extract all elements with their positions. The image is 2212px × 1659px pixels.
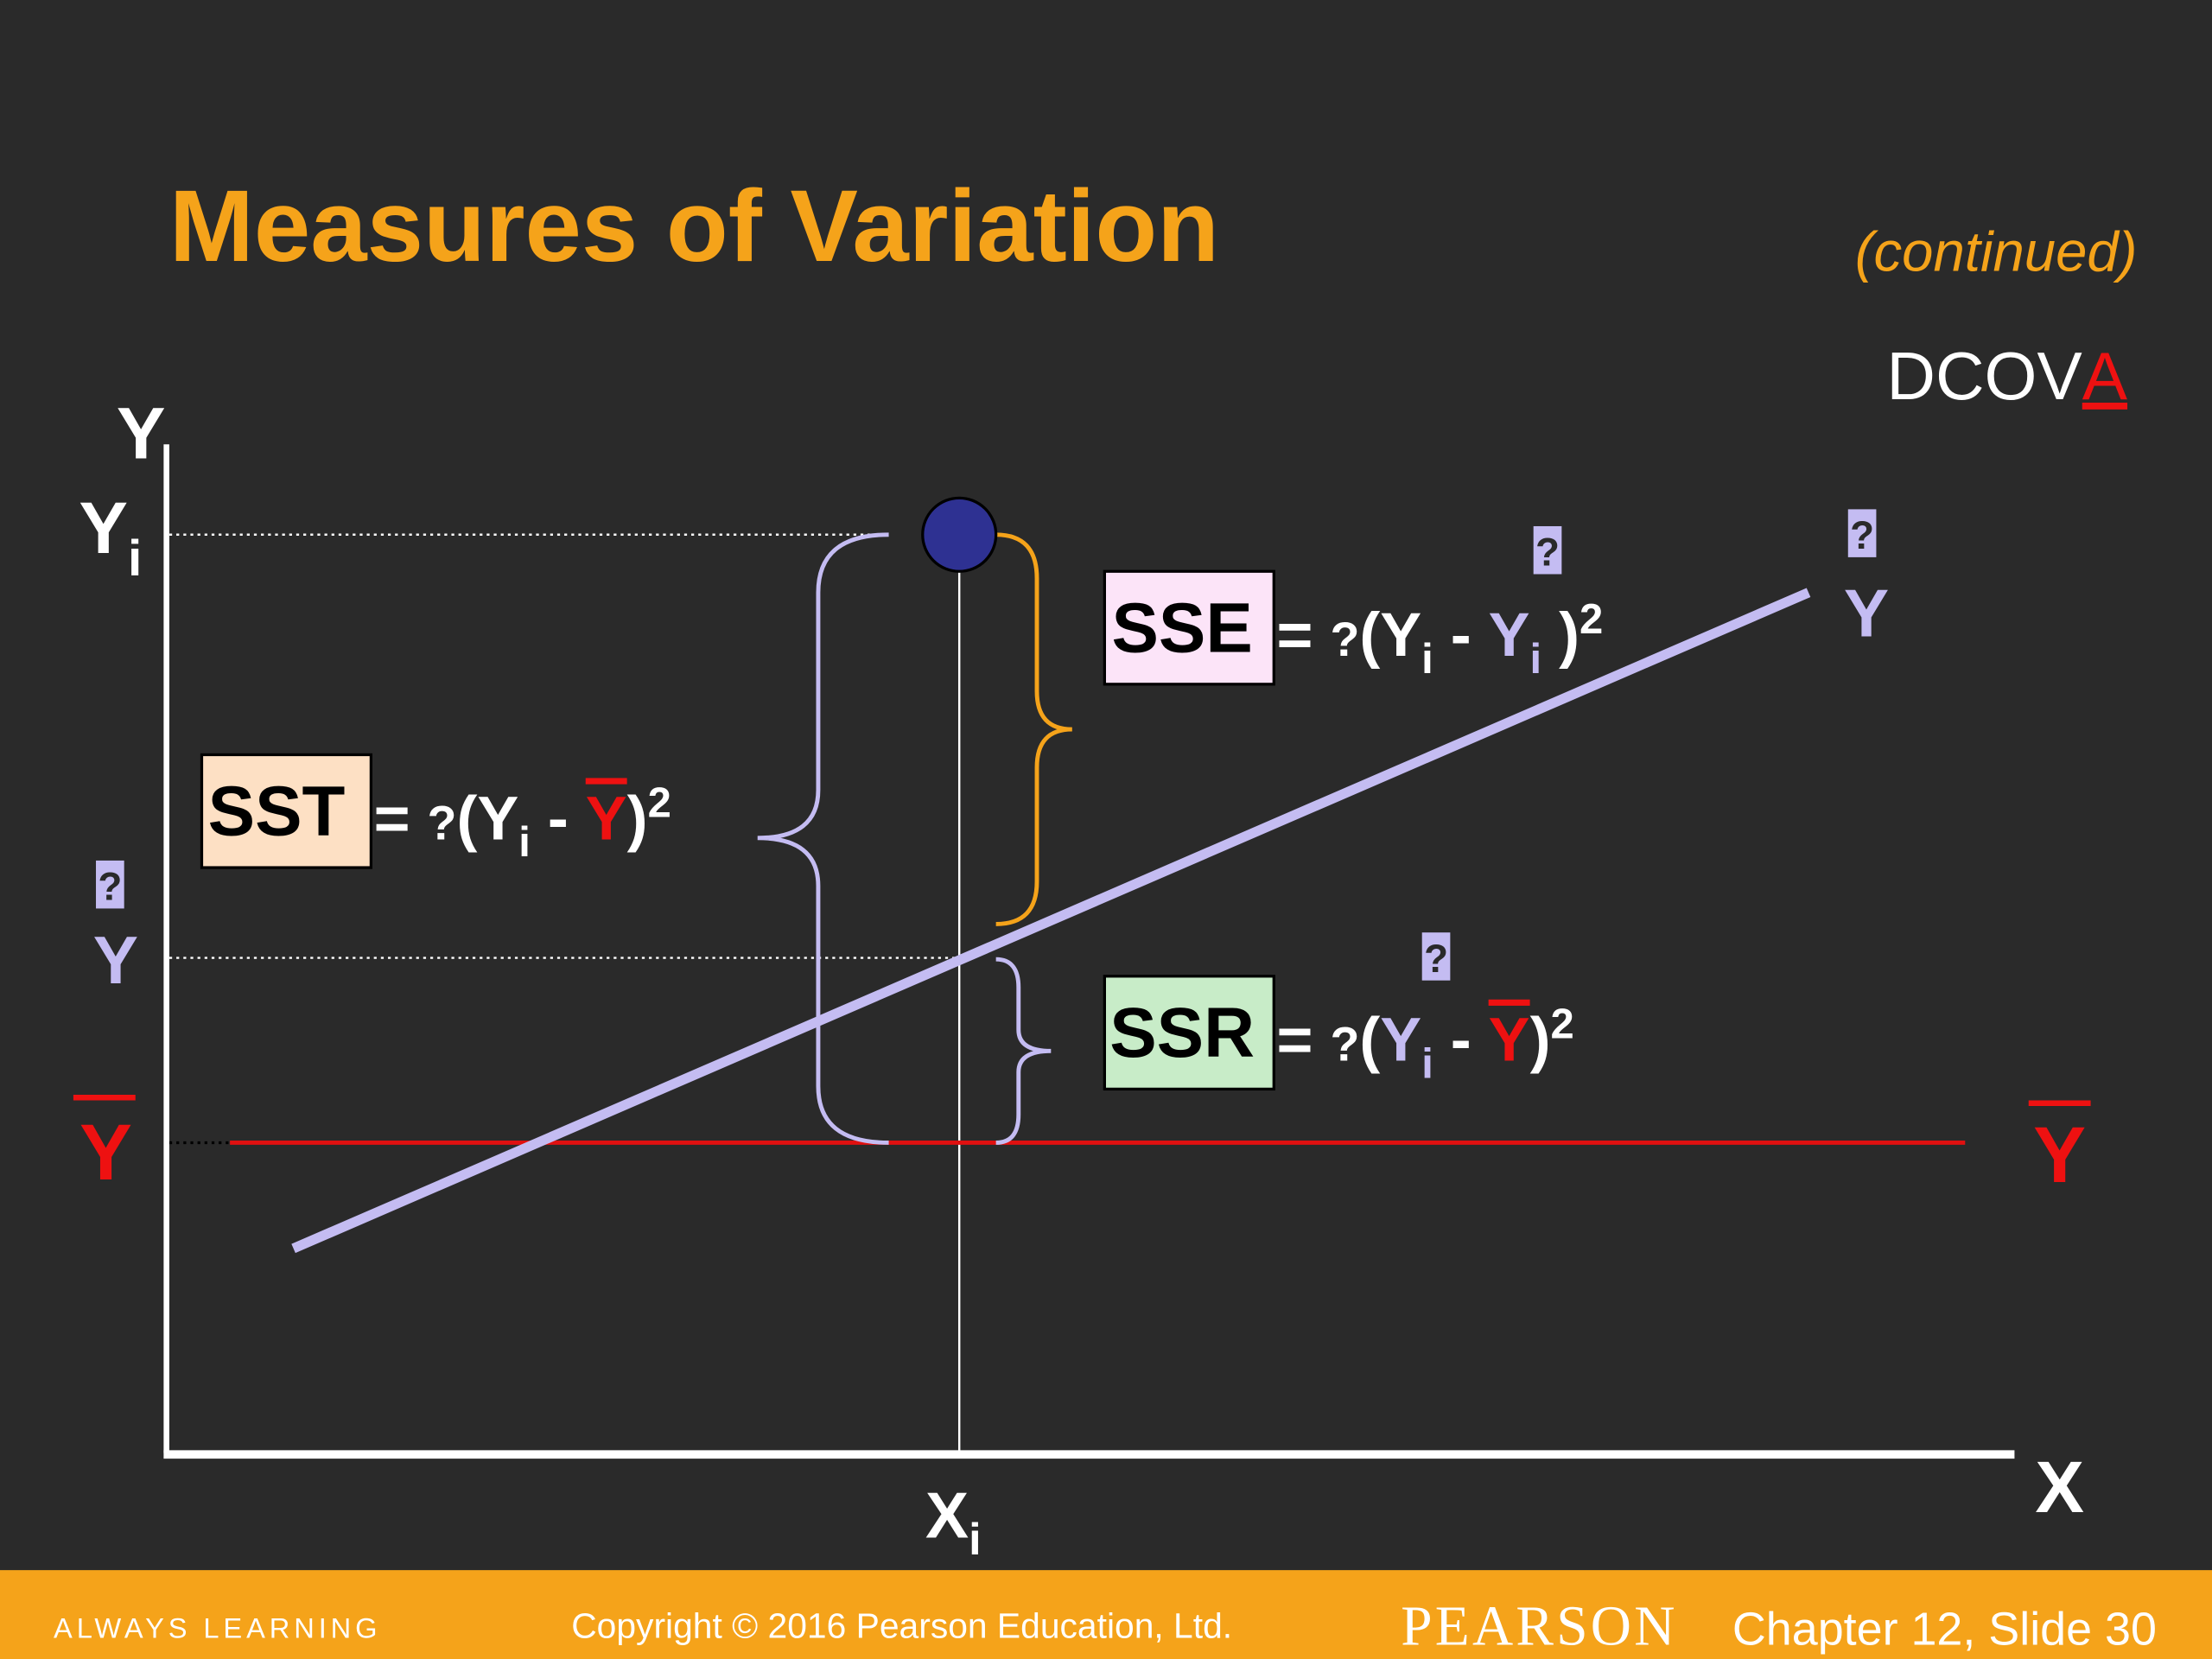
- minus: -: [1433, 601, 1489, 670]
- ssr-box: [1103, 975, 1275, 1091]
- ssr-label: SSR: [1109, 994, 1255, 1072]
- superscript: 2: [1580, 596, 1603, 643]
- xi-sub: i: [969, 1515, 982, 1565]
- sse-formula: = ?(Yi - Yi )2: [1277, 596, 1604, 683]
- ssr-formula: = ?(Yi - Y)2: [1277, 1001, 1574, 1088]
- close: ): [627, 784, 648, 853]
- footer-copyright: Copyright © 2016 Pearson Education, Ltd.: [571, 1606, 1232, 1646]
- superscript: 2: [648, 779, 671, 826]
- xi-base: X: [925, 1479, 969, 1552]
- x-axis-label: X: [2035, 1446, 2084, 1528]
- ssr-brace: [995, 957, 1052, 1145]
- sst-box: [200, 753, 373, 869]
- footer-tagline: ALWAYS LEARNING: [54, 1612, 381, 1644]
- hat-box: [1533, 525, 1562, 575]
- ssr-hat: ?: [1424, 937, 1448, 981]
- dcova-highlight: A: [2082, 338, 2128, 414]
- sum-sign: ?: [1330, 613, 1359, 666]
- minus: -: [531, 784, 586, 853]
- footer-bar: [0, 1570, 2212, 1659]
- xi-label: Xi: [925, 1479, 982, 1566]
- yi-base: Y: [79, 486, 128, 569]
- ybar-right-label: Y: [2033, 1111, 2086, 1199]
- yi-label: Yi: [79, 486, 142, 587]
- sse-label: SSE: [1111, 588, 1252, 667]
- hat-box: [96, 860, 124, 909]
- sum-sign: ?: [1330, 1018, 1359, 1071]
- sst-label: SST: [208, 772, 346, 851]
- hat-box: [1421, 932, 1451, 981]
- subscript: i: [1421, 1040, 1433, 1087]
- hat-box: [1847, 509, 1877, 557]
- footer-brand: PEARSON: [1401, 1596, 1677, 1658]
- yhat-right-label: Y: [1844, 575, 1889, 651]
- equals: =: [1277, 1006, 1331, 1075]
- sum-sign: ?: [428, 796, 457, 849]
- close: ): [1541, 601, 1580, 670]
- sse-brace: [995, 532, 1072, 926]
- yhat-left-hat: ?: [98, 865, 122, 909]
- subscript: i: [1421, 636, 1433, 683]
- yhat-right-hat: ?: [1850, 513, 1874, 557]
- ybar-left-label: Y: [79, 1109, 132, 1197]
- footer-slide: Chapter 12, Slide 30: [1732, 1604, 2157, 1656]
- regression-line: [291, 588, 1811, 1254]
- equals: =: [1277, 601, 1331, 670]
- superscript: 2: [1551, 1001, 1574, 1048]
- subscript: i: [518, 819, 531, 866]
- ybar: Y: [1489, 1006, 1530, 1075]
- yhat: Y: [1489, 601, 1530, 670]
- open: (Y: [456, 784, 518, 853]
- observed-point: [921, 496, 998, 573]
- subscript: i: [1530, 636, 1542, 683]
- open: (Y: [1359, 601, 1421, 670]
- y-axis-label: Y: [117, 392, 166, 474]
- close: ): [1530, 1006, 1551, 1075]
- sse-box: [1103, 569, 1275, 686]
- ybar: Y: [586, 784, 627, 853]
- dcova: DCOVA: [1886, 338, 2127, 414]
- open: (: [1359, 1006, 1380, 1075]
- sse-hat: ?: [1535, 531, 1560, 575]
- minus: -: [1433, 1006, 1489, 1075]
- yhat-left-label: Y: [93, 922, 138, 998]
- continued: (continued): [1855, 219, 2138, 283]
- title: Measures of Variation: [169, 169, 1219, 283]
- dcova-main: DCOV: [1886, 338, 2082, 414]
- sst-brace: [757, 532, 889, 1145]
- yi-sub: i: [128, 531, 142, 587]
- yhat: Y: [1380, 1006, 1421, 1075]
- sst-formula: = ?(Yi - Y)2: [374, 779, 671, 866]
- equals: =: [374, 784, 428, 853]
